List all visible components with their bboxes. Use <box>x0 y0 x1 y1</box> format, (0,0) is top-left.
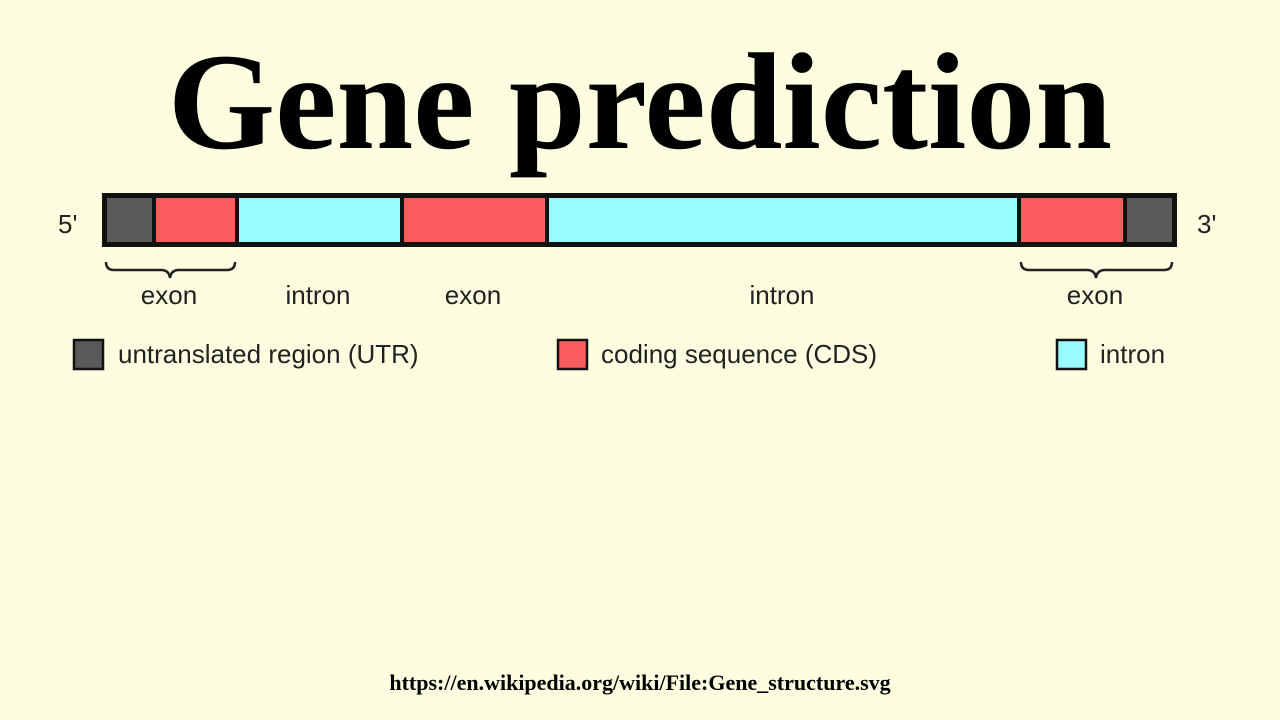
cds-segment-3 <box>1017 194 1127 246</box>
region-label-intron: intron <box>749 280 814 310</box>
three-prime-label: 3' <box>1197 209 1216 239</box>
cds-segment-1 <box>152 194 239 246</box>
legend: untranslated region (UTR) coding sequenc… <box>72 338 1165 371</box>
legend-swatch-cds <box>556 338 589 371</box>
intron-segment-2 <box>545 194 1021 246</box>
gene-bar <box>102 193 1177 247</box>
intron-segment-1 <box>235 194 404 246</box>
cds-segment-2 <box>400 194 549 246</box>
legend-label-utr: untranslated region (UTR) <box>118 339 419 369</box>
legend-swatch-intron <box>1055 338 1088 371</box>
page-title: Gene prediction <box>167 25 1113 178</box>
legend-swatch-utr <box>72 338 105 371</box>
legend-label-intron: intron <box>1100 339 1165 369</box>
five-prime-label: 5' <box>58 209 77 239</box>
gene-bar-outline <box>102 193 1177 247</box>
exon-brace-right <box>1019 261 1174 279</box>
region-label-exon: exon <box>141 280 197 310</box>
exon-brace-left <box>104 261 237 279</box>
region-label-intron: intron <box>285 280 350 310</box>
utr-segment-3 <box>1123 194 1176 246</box>
legend-label-cds: coding sequence (CDS) <box>601 339 877 369</box>
region-label-exon: exon <box>1067 280 1123 310</box>
utr-segment-5 <box>103 194 156 246</box>
source-url: https://en.wikipedia.org/wiki/File:Gene_… <box>389 670 891 695</box>
region-label-exon: exon <box>445 280 501 310</box>
